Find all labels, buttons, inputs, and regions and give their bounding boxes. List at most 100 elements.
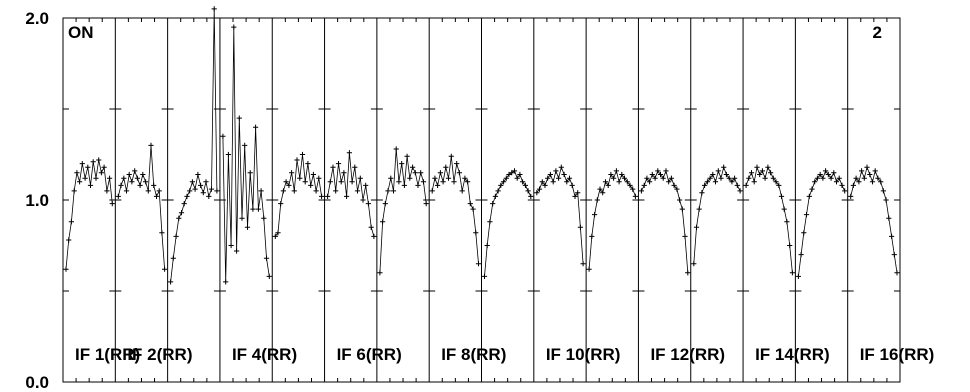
data-point <box>611 175 617 181</box>
data-point <box>891 252 897 258</box>
data-point <box>313 188 319 194</box>
y-tick-label: 0.0 <box>25 373 49 392</box>
data-point <box>638 188 644 194</box>
data-point <box>691 261 697 267</box>
data-point <box>746 175 752 181</box>
data-point <box>820 175 826 181</box>
data-point <box>107 175 113 181</box>
data-point <box>710 171 716 178</box>
data-point <box>621 175 628 181</box>
data-point <box>655 168 661 174</box>
data-point <box>368 224 374 230</box>
data-point <box>525 188 531 194</box>
panel-label: IF 16(RR) <box>860 345 935 364</box>
data-point <box>814 175 820 181</box>
data-point <box>522 182 528 188</box>
data-point <box>575 190 581 196</box>
data-point <box>151 182 157 188</box>
data-point <box>302 179 308 185</box>
data-point <box>178 210 185 216</box>
data-point <box>481 273 488 279</box>
data-point <box>236 115 242 121</box>
data-point <box>679 206 685 212</box>
data-point <box>823 168 829 174</box>
data-point <box>415 182 421 188</box>
data-point <box>109 201 115 207</box>
data-point <box>509 170 515 176</box>
data-point <box>143 179 149 185</box>
data-point <box>153 193 160 199</box>
data-point <box>801 230 807 236</box>
y-tick-label: 2.0 <box>25 9 49 28</box>
data-point <box>605 182 611 188</box>
data-point <box>619 171 625 178</box>
data-point <box>627 182 633 188</box>
data-point <box>850 182 856 188</box>
data-point <box>511 168 518 174</box>
series-line <box>117 145 165 270</box>
data-point <box>176 215 182 221</box>
data-point <box>514 175 520 181</box>
data-point <box>498 182 504 188</box>
data-point <box>168 279 174 285</box>
data-point <box>189 179 195 185</box>
data-point <box>388 175 394 181</box>
data-point <box>335 161 342 167</box>
series-line <box>222 27 270 282</box>
data-point <box>630 186 636 192</box>
panel-labels: IF 1(RR)IF 2(RR) IF 4(RR) IF 6(RR) IF 8(RR)… <box>75 345 934 364</box>
data-point <box>412 170 418 176</box>
data-point <box>798 252 804 258</box>
data-point <box>490 201 496 207</box>
data-point <box>652 175 658 181</box>
data-point <box>883 197 889 203</box>
data-point <box>784 219 790 225</box>
data-point <box>534 190 540 196</box>
data-point <box>187 188 193 194</box>
data-point <box>432 175 438 181</box>
data-point <box>263 255 270 261</box>
data-point <box>266 273 272 279</box>
data-point <box>503 175 509 181</box>
series-line <box>379 148 427 273</box>
data-point <box>435 182 441 188</box>
y-tick-labels: 0.0 1.0 2.0 <box>25 9 49 392</box>
data-point <box>803 212 810 218</box>
data-point <box>462 175 468 181</box>
data-point <box>327 179 333 185</box>
data-point <box>781 206 787 212</box>
data-point <box>856 179 862 185</box>
data-point <box>872 168 878 174</box>
data-point <box>126 171 132 178</box>
data-point <box>594 197 600 203</box>
data-point <box>74 170 80 176</box>
data-point <box>283 179 289 185</box>
data-point <box>382 201 388 207</box>
data-point <box>208 186 215 192</box>
data-point <box>145 188 151 194</box>
data-point <box>121 175 127 181</box>
data-point <box>354 188 361 194</box>
data-point <box>448 153 454 159</box>
data-point <box>181 201 187 207</box>
data-point <box>586 266 592 272</box>
data-point <box>162 266 168 272</box>
data-point <box>299 151 306 158</box>
data-point <box>115 193 121 199</box>
data-point <box>602 179 609 185</box>
data-point <box>487 219 493 225</box>
data-point <box>580 261 586 267</box>
data-point <box>715 168 721 174</box>
data-point <box>225 151 231 158</box>
tick-marks <box>63 17 900 382</box>
data-point <box>875 175 881 181</box>
data-point <box>258 188 264 194</box>
data-point <box>842 188 848 194</box>
data-point <box>316 175 322 181</box>
data-point <box>773 179 779 185</box>
data-point <box>333 188 339 194</box>
data-point <box>589 233 595 239</box>
data-point <box>550 179 556 185</box>
data-point <box>341 170 347 176</box>
data-point <box>613 168 619 174</box>
